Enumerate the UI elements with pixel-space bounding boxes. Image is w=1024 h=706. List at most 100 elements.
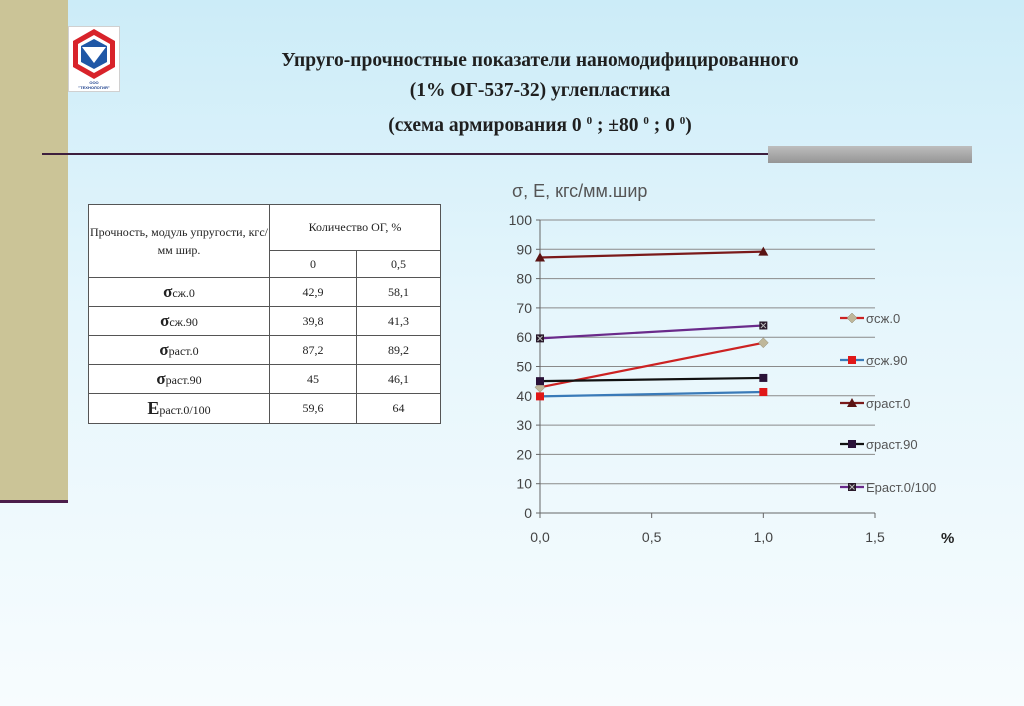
cell-value-05: 46,1 bbox=[356, 364, 441, 394]
y-tick-label: 10 bbox=[516, 476, 532, 492]
title-line3-mid2: ; 0 bbox=[648, 115, 680, 136]
chart-grid bbox=[536, 219, 876, 518]
table-row: σраст.90 45 46,1 bbox=[88, 364, 441, 394]
y-tick-label: 40 bbox=[516, 388, 532, 404]
row-label: σраст.90 bbox=[88, 364, 270, 394]
legend-marker bbox=[848, 440, 856, 448]
table-row: σсж.90 39,8 41,3 bbox=[88, 306, 441, 336]
row-subscript: сж.90 bbox=[169, 315, 198, 329]
x-tick-label: 0,0 bbox=[530, 529, 550, 545]
legend-marker bbox=[847, 398, 857, 407]
series-4 bbox=[536, 321, 768, 343]
row-symbol: σ bbox=[156, 369, 166, 388]
logo-caption: ООО "ТЕХНОЛОГИЯ" bbox=[69, 80, 119, 90]
data-point bbox=[758, 246, 769, 256]
title-line1: Упруго-прочностные показатели наномодифи… bbox=[281, 50, 799, 71]
title-line3-end: ) bbox=[685, 115, 692, 136]
data-point bbox=[536, 377, 544, 386]
cell-value-0: 87,2 bbox=[269, 335, 357, 365]
table-row: σраст.0 87,2 89,2 bbox=[88, 335, 441, 365]
page-title: Упруго-прочностные показатели наномодифи… bbox=[120, 46, 960, 141]
logo-caption-line1: ООО bbox=[89, 80, 99, 85]
y-tick-labels: 0 10 20 30 40 50 60 70 80 90 100 bbox=[509, 212, 533, 521]
decor-gray-block bbox=[768, 146, 972, 163]
table-header-property: Прочность, модуль упругости, кгс/мм шир. bbox=[88, 204, 270, 278]
y-tick-label: 80 bbox=[516, 271, 532, 287]
row-symbol: σ bbox=[160, 311, 170, 330]
x-tick-label: 0,5 bbox=[642, 529, 662, 545]
side-decor-bar bbox=[0, 0, 68, 500]
y-tick-label: 100 bbox=[509, 212, 533, 228]
properties-table: Прочность, модуль упругости, кгс/мм шир.… bbox=[88, 204, 441, 424]
title-divider bbox=[42, 153, 972, 155]
data-point bbox=[759, 373, 768, 382]
title-line3: (схема армирования 0 0 ; ±80 0 ; 0 0) bbox=[120, 106, 960, 141]
series-line bbox=[539, 250, 764, 259]
table-row: σсж.0 42,9 58,1 bbox=[88, 277, 441, 307]
cell-value-0: 39,8 bbox=[269, 306, 357, 336]
legend-marker bbox=[848, 356, 856, 364]
cell-value-05: 64 bbox=[356, 393, 441, 424]
y-tick-label: 50 bbox=[516, 359, 532, 375]
y-tick-label: 70 bbox=[516, 300, 532, 316]
y-axis-label: σ, Е, кгс/мм.шир bbox=[512, 181, 647, 201]
data-point bbox=[759, 387, 768, 396]
y-tick-label: 30 bbox=[516, 417, 532, 433]
title-sup-1: 0 bbox=[586, 115, 593, 127]
legend-item: σсж.90 bbox=[840, 353, 907, 368]
legend-label: σраст.90 bbox=[866, 437, 918, 452]
logo-hexagon-icon bbox=[73, 29, 115, 79]
legend-label: σсж.0 bbox=[866, 311, 900, 326]
table-header-og-amount: Количество ОГ, % bbox=[269, 204, 441, 251]
data-point bbox=[535, 252, 545, 262]
series-line bbox=[539, 324, 764, 340]
legend-item: σсж.0 bbox=[840, 311, 900, 326]
table-col-05: 0,5 bbox=[356, 250, 441, 278]
data-point-cross bbox=[760, 322, 767, 329]
row-subscript: раст.0/100 bbox=[159, 403, 211, 417]
table-row: Ераст.0/100 59,6 64 bbox=[88, 393, 441, 424]
row-label: σраст.0 bbox=[88, 335, 270, 365]
y-tick-label: 20 bbox=[516, 446, 532, 462]
side-decor-line bbox=[0, 500, 68, 503]
legend-item: σраст.90 bbox=[840, 437, 918, 452]
legend-label: σраст.0 bbox=[866, 396, 910, 411]
series-3 bbox=[536, 373, 768, 386]
series-0 bbox=[534, 337, 769, 393]
legend-label: Ераст.0/100 bbox=[866, 480, 936, 495]
row-label: Ераст.0/100 bbox=[88, 393, 270, 424]
title-sup-2: 0 bbox=[643, 115, 649, 127]
legend-marker bbox=[846, 312, 858, 324]
line-chart: 0 10 20 30 40 50 60 70 80 90 100 0,0 0,5 1,0 1,5 σ, Е… bbox=[509, 181, 955, 547]
cell-value-0: 59,6 bbox=[269, 393, 357, 424]
row-symbol: σ bbox=[163, 282, 173, 301]
title-line3-start: (схема армирования 0 bbox=[388, 115, 587, 136]
legend-label: σсж.90 bbox=[866, 353, 907, 368]
logo-caption-line2: "ТЕХНОЛОГИЯ" bbox=[78, 84, 110, 90]
cell-value-05: 58,1 bbox=[356, 277, 441, 307]
y-tick-label: 0 bbox=[524, 505, 532, 521]
x-tick-labels: 0,0 0,5 1,0 1,5 bbox=[530, 529, 885, 545]
series-line bbox=[539, 376, 764, 383]
series-1 bbox=[536, 387, 768, 401]
cell-value-0: 45 bbox=[269, 364, 357, 394]
data-point-cross bbox=[537, 335, 543, 342]
y-tick-label: 90 bbox=[516, 241, 532, 257]
x-axis-label: % bbox=[941, 530, 954, 547]
legend-marker-cross bbox=[849, 484, 855, 490]
row-label: σсж.0 bbox=[88, 277, 270, 307]
row-subscript: раст.0 bbox=[168, 344, 199, 358]
company-logo: ООО "ТЕХНОЛОГИЯ" bbox=[68, 26, 120, 92]
row-symbol: Е bbox=[147, 398, 160, 418]
cell-value-0: 42,9 bbox=[269, 277, 357, 307]
title-sup-3: 0 bbox=[679, 115, 686, 127]
title-line3-mid1: ; ±80 bbox=[592, 115, 644, 136]
chart-legend: σсж.0 σсж.90 σраст.0 σраст.90 Ераст.0/100 bbox=[840, 311, 936, 495]
title-line2: (1% ОГ-537-32) углепластика bbox=[409, 80, 671, 101]
series-2 bbox=[535, 246, 769, 262]
data-point bbox=[757, 337, 769, 349]
row-symbol: σ bbox=[159, 340, 169, 359]
series-line bbox=[539, 390, 764, 398]
cell-value-05: 89,2 bbox=[356, 335, 441, 365]
legend-item: σраст.0 bbox=[840, 396, 910, 411]
